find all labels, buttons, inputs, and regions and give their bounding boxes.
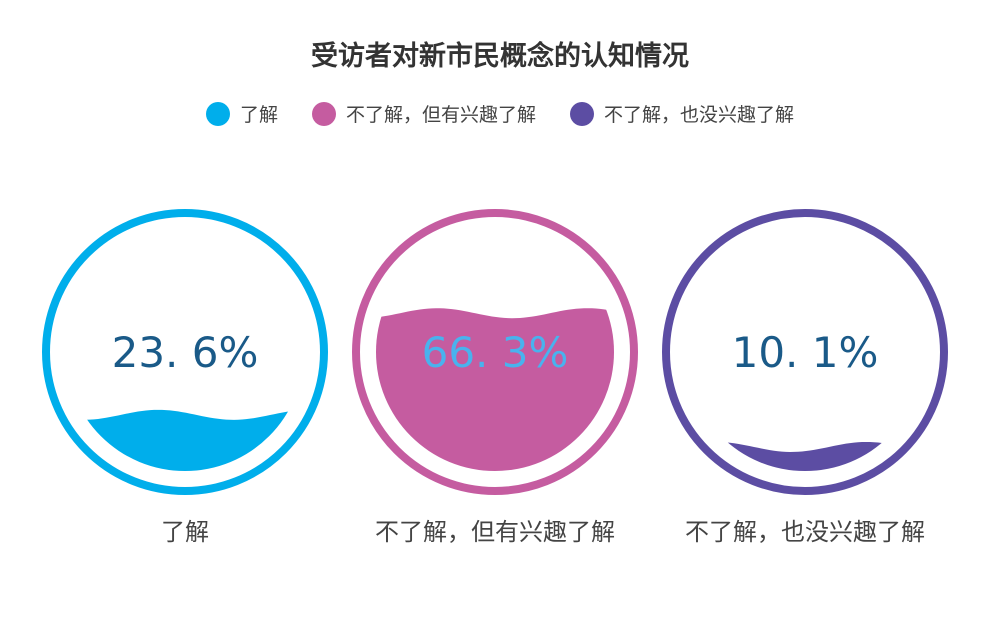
liquid-fill-know <box>66 409 304 471</box>
chart-title: 受访者对新市民概念的认知情况 <box>311 41 689 72</box>
legend-marker-unknown-interested <box>311 101 336 126</box>
gauge-ring-unknown-uninterested <box>662 209 948 495</box>
value-label-know: 23. 6% <box>112 328 259 377</box>
legend-marker-know <box>205 101 230 126</box>
legend-marker-unknown-uninterested <box>570 101 594 126</box>
legend-label-unknown-interested: 不了解，但有兴趣了解 <box>345 104 536 126</box>
legend-item-unknown-interested[interactable]: 不了解，但有兴趣了解 <box>311 100 536 127</box>
gauge-unknown-interested[interactable]: 66. 3% 不了解，但有兴趣了解 <box>352 209 638 546</box>
legend-label-unknown-uninterested: 不了解，也没兴趣了解 <box>604 104 795 126</box>
gauge-know[interactable]: 23. 6% 了解 <box>42 209 328 546</box>
gauge-ring-know <box>42 209 328 495</box>
legend-item-unknown-uninterested[interactable]: 不了解，也没兴趣了解 <box>570 100 794 127</box>
legend-label-know: 了解 <box>239 104 278 126</box>
gauge-ring-unknown-interested <box>352 209 638 495</box>
liquid-fill-unknown-interested <box>376 308 614 471</box>
category-label-unknown-uninterested: 不了解，也没兴趣了解 <box>685 518 925 546</box>
value-label-unknown-interested: 66. 3% <box>422 328 569 377</box>
gauge-unknown-uninterested[interactable]: 10. 1% 不了解，也没兴趣了解 <box>662 209 948 546</box>
legend-item-know[interactable]: 了解 <box>205 100 278 127</box>
category-label-know: 了解 <box>161 518 209 546</box>
value-label-unknown-uninterested: 10. 1% <box>732 328 879 377</box>
category-label-unknown-interested: 不了解，但有兴趣了解 <box>375 518 615 546</box>
legend: 了解 不了解，但有兴趣了解 不了解，也没兴趣了解 <box>0 100 1000 127</box>
